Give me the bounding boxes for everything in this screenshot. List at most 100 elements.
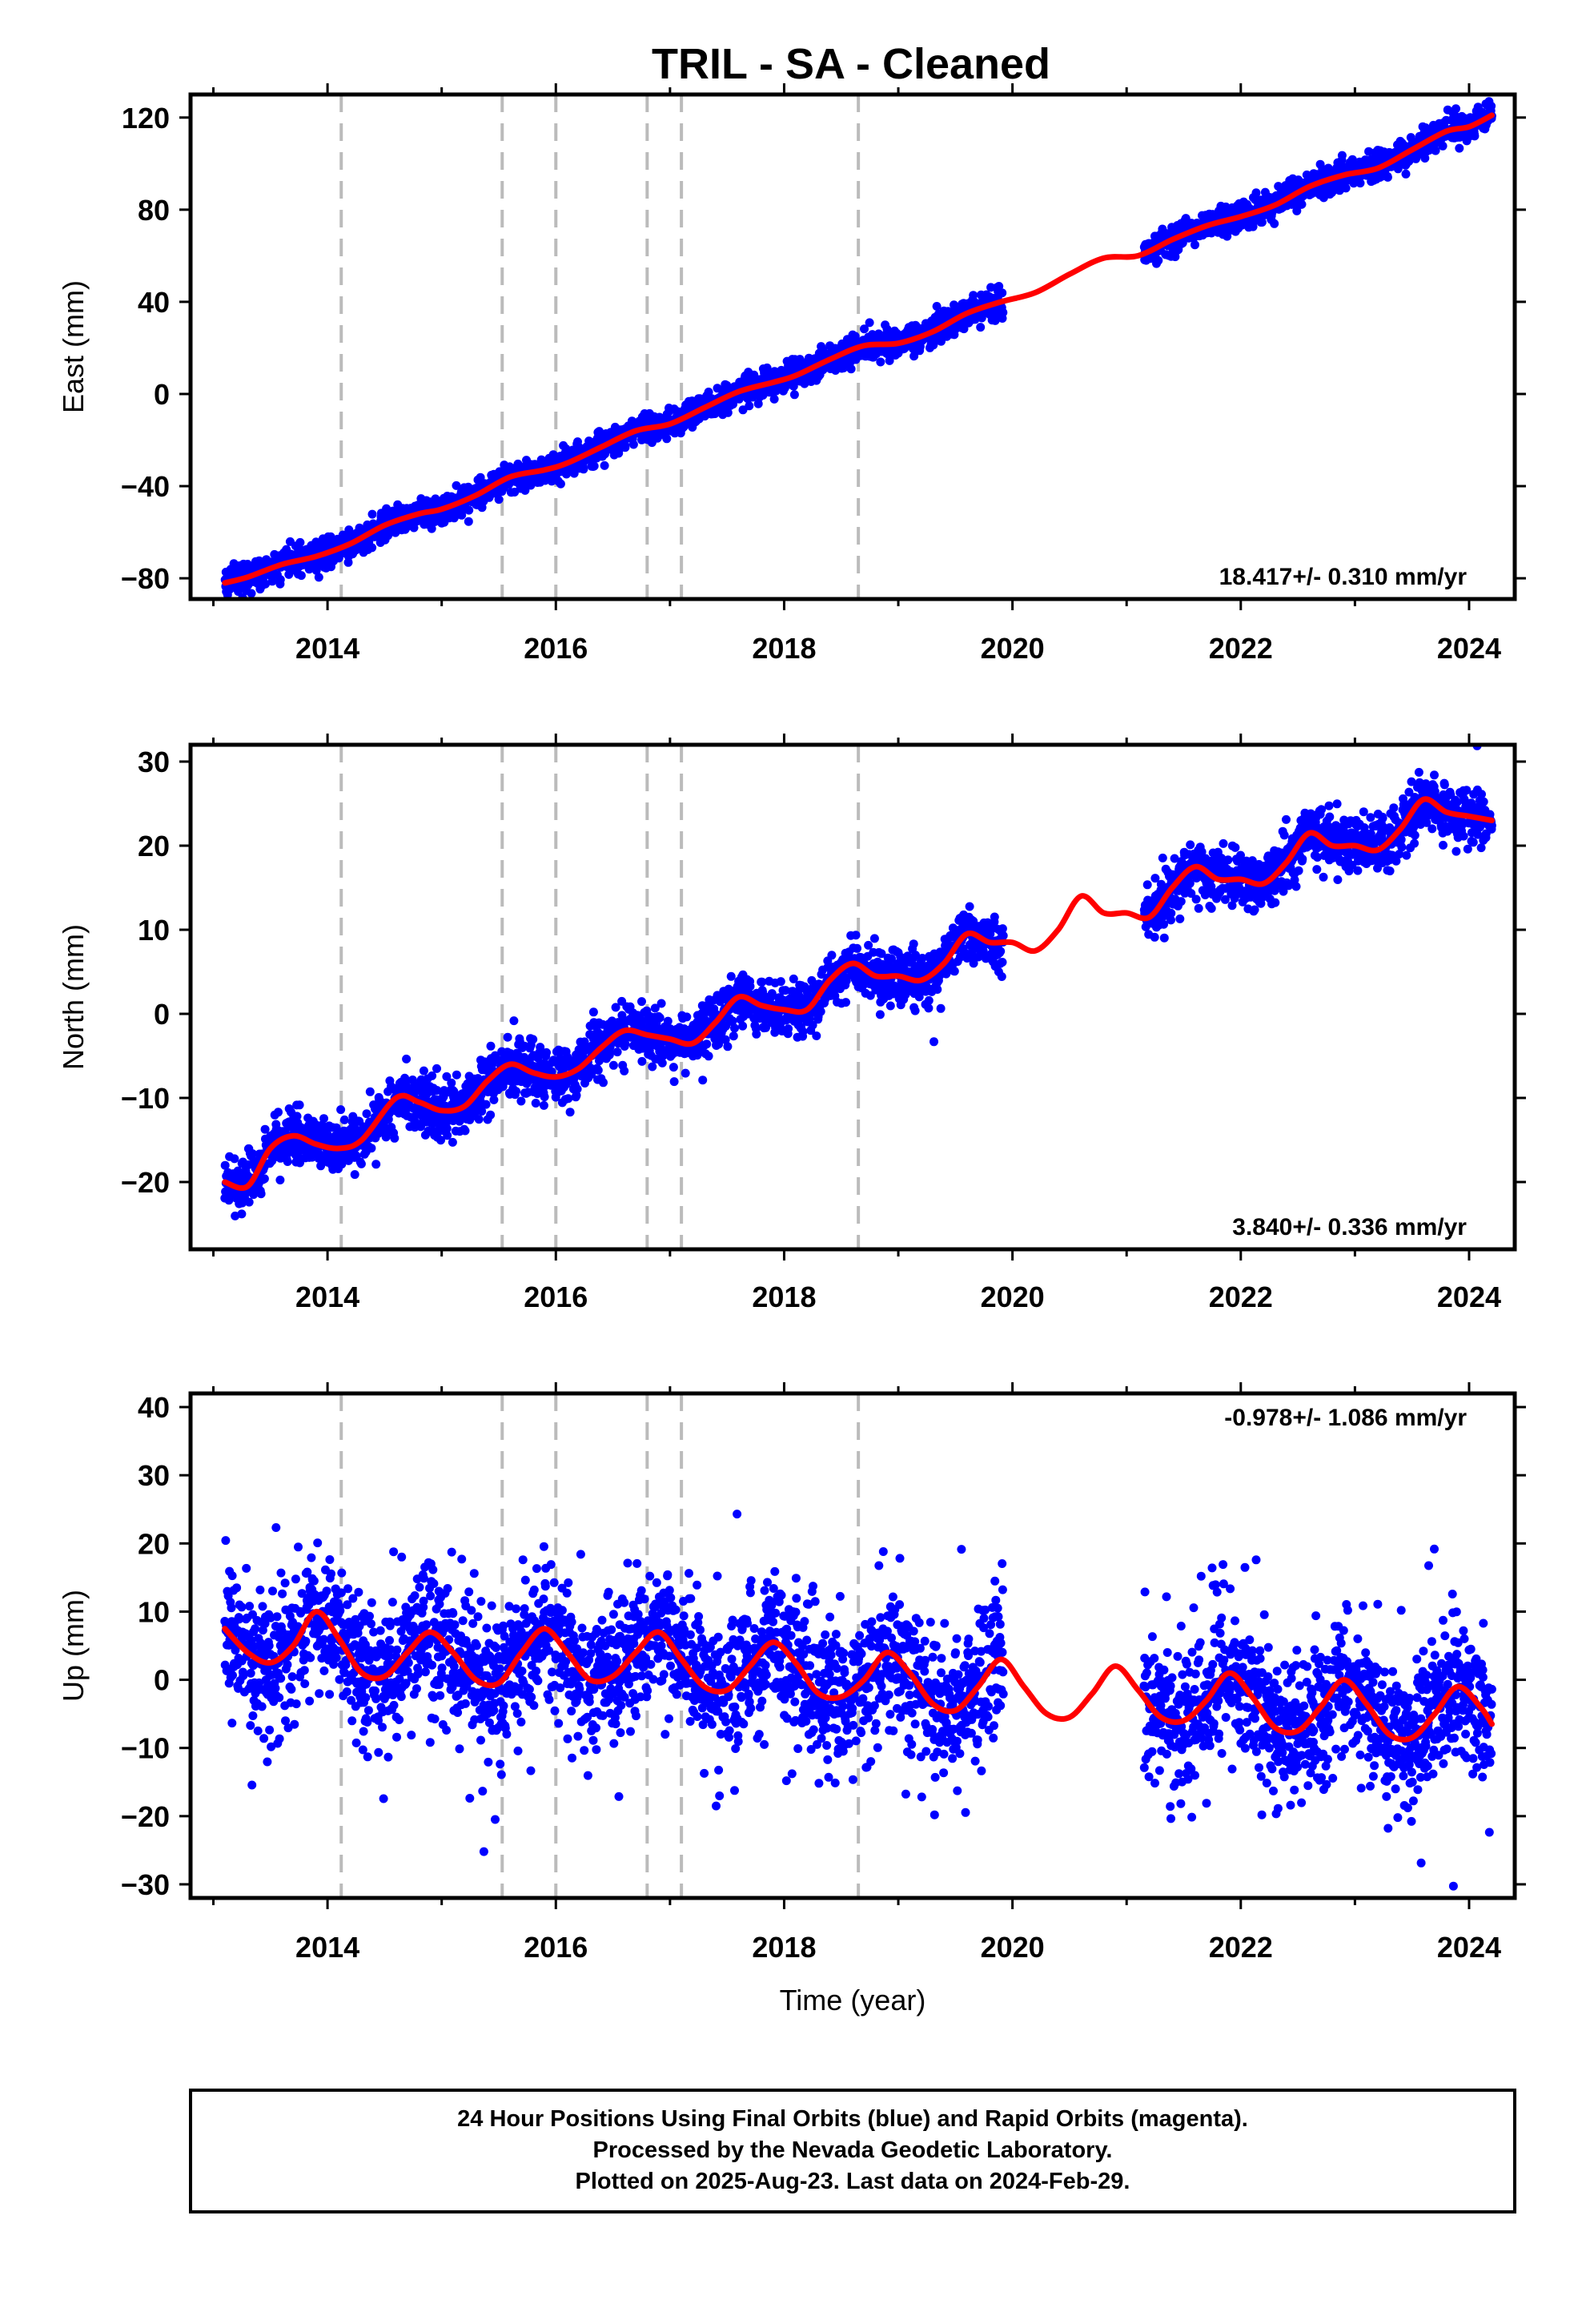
data-point [1270, 219, 1279, 228]
data-point [650, 1003, 660, 1013]
data-point [494, 495, 504, 505]
data-point [448, 1116, 458, 1125]
data-point [481, 1100, 491, 1109]
data-point [477, 1107, 487, 1116]
data-point [637, 1056, 647, 1066]
data-point [442, 1072, 452, 1081]
data-point [509, 1016, 519, 1026]
data-point [316, 1161, 326, 1171]
data-point [539, 1100, 548, 1110]
y-axis-label: East (mm) [57, 280, 90, 413]
data-point [489, 1095, 499, 1104]
data-point [628, 440, 638, 449]
data-point [531, 1099, 540, 1108]
data-point [998, 288, 1007, 298]
data-point [256, 1189, 266, 1199]
data-point [593, 1065, 603, 1075]
data-point [589, 461, 599, 471]
data-point [1223, 231, 1232, 241]
data-point [1438, 141, 1447, 151]
data-point [447, 1078, 456, 1088]
data-point [1355, 179, 1365, 188]
data-point [579, 464, 588, 474]
data-point [275, 575, 285, 585]
data-point [516, 1096, 526, 1106]
data-point [655, 1013, 665, 1023]
data-point [536, 1043, 545, 1052]
data-point [599, 1078, 608, 1088]
data-point [704, 388, 713, 396]
data-point [620, 1066, 629, 1076]
data-point [1191, 240, 1199, 250]
data-point [723, 1042, 733, 1051]
data-point [994, 282, 1004, 291]
data-point [620, 443, 630, 452]
data-point [704, 1051, 713, 1061]
data-point [486, 1041, 496, 1051]
data-point [729, 1031, 738, 1041]
data-point [267, 577, 277, 586]
data-point [367, 1144, 376, 1153]
data-point [460, 1126, 470, 1136]
data-point [572, 1084, 582, 1094]
data-point [464, 517, 473, 526]
data-point [443, 1131, 452, 1140]
data-point [564, 1094, 573, 1104]
data-point [356, 1159, 366, 1168]
data-point [882, 324, 892, 334]
data-point [757, 977, 767, 987]
data-point [230, 1154, 239, 1164]
data-point [448, 1137, 457, 1147]
data-point [319, 1114, 328, 1124]
data-point [402, 1054, 412, 1063]
data-point [657, 1058, 667, 1068]
data-point [761, 1023, 770, 1032]
data-point [260, 1124, 270, 1134]
data-point [503, 1032, 512, 1042]
y-tick-label: −40 [121, 470, 170, 503]
plot-frame [188, 92, 1517, 601]
panel-1: 2014 2016 2018 2020 2022 2024−80−4004080120Ea… [57, 83, 1526, 665]
data-point [1292, 206, 1302, 215]
data-point [932, 302, 942, 311]
data-point [730, 1023, 739, 1033]
data-point [784, 1024, 793, 1034]
data-point [850, 332, 860, 341]
data-point [669, 1077, 679, 1087]
data-point [598, 1019, 608, 1029]
data-point [292, 1112, 302, 1121]
data-point [474, 1115, 484, 1124]
data-point [682, 1012, 692, 1022]
data-point [612, 1047, 622, 1057]
data-point [738, 1021, 748, 1031]
data-point [367, 543, 377, 553]
data-point [1337, 151, 1347, 160]
chart-title: TRIL - SA - Cleaned [652, 40, 1050, 88]
data-point [600, 460, 609, 470]
data-point [565, 1108, 575, 1117]
data-point [542, 1047, 551, 1057]
data-point [427, 524, 436, 533]
x-tick-label: 2020 [981, 632, 1045, 665]
data-point [311, 565, 321, 575]
y-tick-label: 0 [154, 378, 170, 411]
data-point [663, 1016, 673, 1026]
data-point [274, 1108, 283, 1117]
data-point [314, 573, 323, 582]
data-point [452, 480, 461, 490]
data-point [767, 989, 777, 999]
data-point [637, 997, 646, 1007]
data-point [611, 1003, 620, 1012]
data-point [540, 1092, 549, 1102]
data-point [371, 1160, 381, 1169]
data-point [547, 1067, 556, 1076]
data-point [244, 1197, 254, 1207]
data-point [620, 1039, 630, 1049]
data-point [698, 1076, 708, 1085]
data-point [745, 982, 755, 991]
data-point [390, 1133, 400, 1143]
data-point [248, 1149, 257, 1159]
data-point [520, 1052, 529, 1062]
data-point [436, 1136, 445, 1145]
